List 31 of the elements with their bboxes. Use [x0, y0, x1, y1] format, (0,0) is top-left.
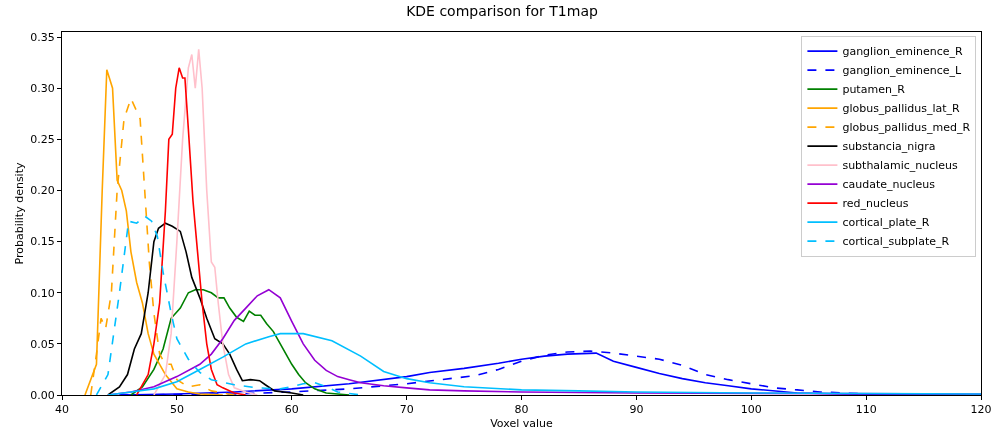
- x-tick-label: 80: [514, 403, 529, 417]
- legend-label: globus_pallidus_med_R: [842, 121, 971, 135]
- legend-label: subthalamic_nucleus: [842, 159, 959, 173]
- x-tick-label: 100: [740, 403, 762, 417]
- x-tick-label: 50: [169, 403, 184, 417]
- legend-label: globus_pallidus_lat_R: [842, 102, 961, 116]
- y-tick-label: 0.00: [30, 388, 55, 402]
- chart-title: KDE comparison for T1map: [406, 3, 598, 20]
- legend-label: cortical_plate_R: [842, 216, 930, 230]
- legend-label: ganglion_eminence_L: [842, 64, 962, 78]
- x-tick-label: 120: [970, 403, 992, 417]
- legend-label: cortical_subplate_R: [842, 235, 950, 249]
- y-tick-label: 0.35: [30, 30, 55, 44]
- x-tick-label: 40: [55, 403, 69, 417]
- y-tick-label: 0.25: [30, 133, 55, 147]
- legend-label: red_nucleus: [842, 197, 909, 211]
- y-tick-label: 0.20: [30, 184, 55, 198]
- y-tick-label: 0.30: [30, 82, 55, 96]
- y-tick-label: 0.05: [30, 337, 55, 351]
- y-tick-label: 0.10: [30, 286, 55, 300]
- legend-label: putamen_R: [842, 83, 906, 97]
- x-tick-label: 60: [284, 403, 299, 417]
- x-tick-label: 70: [399, 403, 414, 417]
- x-axis-title: Voxel value: [490, 417, 554, 431]
- y-axis-title: Probability density: [12, 162, 26, 265]
- legend-label: substancia_nigra: [842, 140, 936, 154]
- legend-label: caudate_nucleus: [842, 178, 936, 192]
- x-tick-label: 110: [855, 403, 877, 417]
- x-tick-label: 90: [629, 403, 644, 417]
- y-tick-label: 0.15: [30, 235, 55, 249]
- legend-label: ganglion_eminence_R: [842, 45, 963, 59]
